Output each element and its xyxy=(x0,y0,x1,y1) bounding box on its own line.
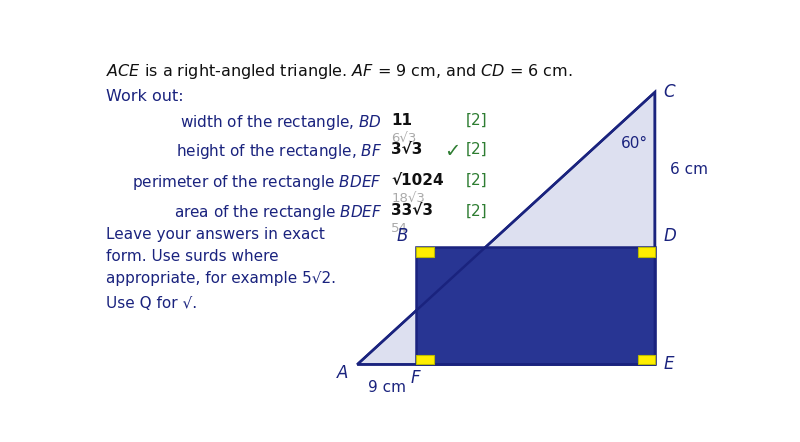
Text: [2]: [2] xyxy=(466,203,487,218)
Text: $\it{E}$: $\it{E}$ xyxy=(663,355,675,373)
Polygon shape xyxy=(358,92,655,365)
Text: [2]: [2] xyxy=(466,141,487,156)
Text: 18√3: 18√3 xyxy=(391,191,426,205)
Text: [2]: [2] xyxy=(466,113,487,128)
Text: Use Q for √.: Use Q for √. xyxy=(106,297,198,311)
Text: $\it{B}$: $\it{B}$ xyxy=(396,227,408,245)
Text: width of the rectangle, $\it{BD}$: width of the rectangle, $\it{BD}$ xyxy=(180,113,382,132)
Bar xyxy=(638,355,655,365)
Text: ✓: ✓ xyxy=(444,141,461,160)
Text: 9 cm: 9 cm xyxy=(368,380,406,395)
Text: 33√3: 33√3 xyxy=(391,203,434,218)
Bar xyxy=(638,247,655,256)
Text: [2]: [2] xyxy=(466,173,487,188)
Bar xyxy=(416,355,434,365)
Bar xyxy=(416,247,434,256)
Text: $\it{A}$: $\it{A}$ xyxy=(336,365,350,382)
Text: $\it{C}$: $\it{C}$ xyxy=(663,83,677,101)
Text: 11: 11 xyxy=(391,113,413,128)
Text: Leave your answers in exact
form. Use surds where
appropriate, for example 5√2.: Leave your answers in exact form. Use su… xyxy=(106,227,336,286)
Text: area of the rectangle $\it{BDEF}$: area of the rectangle $\it{BDEF}$ xyxy=(174,203,382,222)
Text: 60°: 60° xyxy=(621,137,648,152)
Bar xyxy=(642,358,655,365)
Text: $\it{D}$: $\it{D}$ xyxy=(663,227,677,245)
Text: 6√3: 6√3 xyxy=(391,131,417,145)
Text: 3√3: 3√3 xyxy=(391,141,422,156)
Text: Work out:: Work out: xyxy=(106,89,184,104)
Text: perimeter of the rectangle $\it{BDEF}$: perimeter of the rectangle $\it{BDEF}$ xyxy=(133,173,382,192)
Text: $\it{F}$: $\it{F}$ xyxy=(410,369,422,387)
Text: $\it{ACE}$ is a right-angled triangle. $\it{AF}$ = 9 cm, and $\it{CD}$ = 6 cm.: $\it{ACE}$ is a right-angled triangle. $… xyxy=(106,61,573,80)
Text: 6 cm: 6 cm xyxy=(670,162,709,177)
Text: height of the rectangle, $\it{BF}$: height of the rectangle, $\it{BF}$ xyxy=(176,141,382,160)
Text: √1024: √1024 xyxy=(391,173,444,188)
Text: 54: 54 xyxy=(391,222,408,235)
Polygon shape xyxy=(416,247,655,365)
